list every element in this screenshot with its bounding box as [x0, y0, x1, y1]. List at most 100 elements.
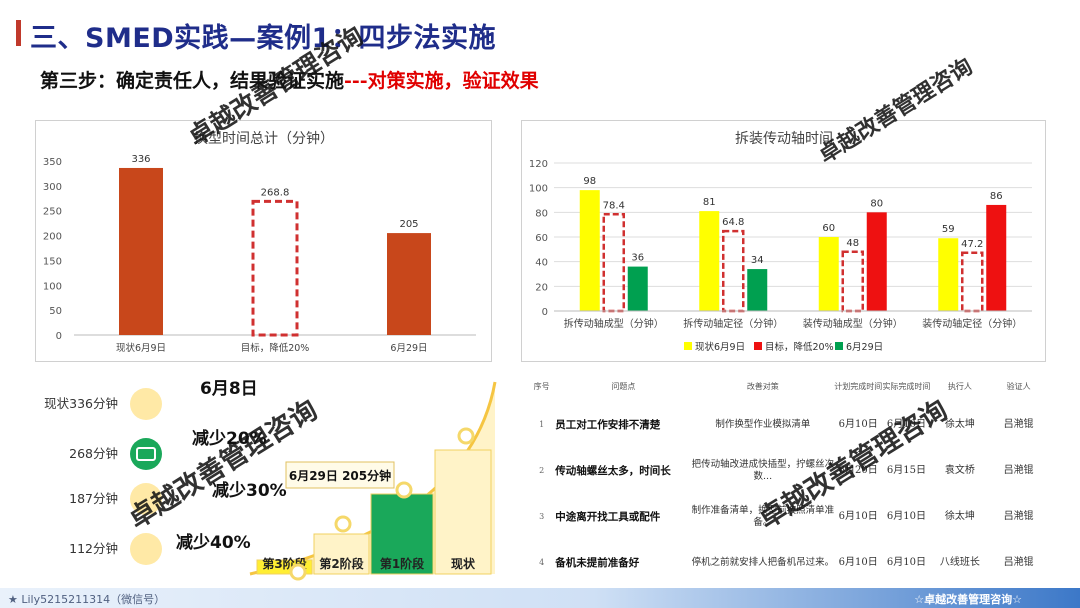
milestone-dot: [395, 481, 413, 499]
data-label: 48: [846, 238, 859, 249]
bar-target: [961, 251, 984, 313]
data-label: 336: [131, 154, 150, 165]
table-row: 2 传动轴螺丝太多，时间长 把传动轴改进成快插型，拧螺丝次数... 6月20日 …: [528, 448, 1048, 494]
bar: [699, 211, 720, 311]
y-tick-label: 120: [529, 159, 548, 170]
data-label: 59: [942, 224, 955, 235]
callout-result: 6月29日 205分钟: [289, 468, 391, 483]
row-problem: 传动轴螺丝太多，时间长: [555, 465, 671, 477]
bar: [866, 212, 887, 311]
data-label: 268.8: [261, 187, 290, 198]
level-label: 268分钟: [69, 446, 118, 461]
legend-swatch: [684, 342, 692, 350]
shaft-time-svg: 拆装传动轴时间 0 20 40 60 80 100 120 98 78.4 36 拆传动轴成型（分钟）…: [529, 131, 1032, 353]
table-row: 3 中途离开找工具或配件 制作准备清单，换型前按照清单准备。 6月10日 6月1…: [528, 494, 1048, 540]
level-label: 现状336分钟: [44, 396, 118, 411]
y-tick-label: 40: [535, 258, 548, 269]
row-verifier: 吕滟锟: [1003, 465, 1034, 476]
y-tick-label: 150: [43, 256, 62, 267]
data-label: 36: [631, 253, 644, 264]
legend-label: 目标，降低20%: [765, 341, 834, 353]
x-tick-label: 6月29日: [390, 343, 427, 354]
row-owner: 徐太坤: [944, 511, 975, 522]
battery-icon: [130, 438, 162, 470]
row-idx: 4: [539, 558, 545, 567]
data-label: 34: [751, 255, 764, 266]
row-owner: 徐太坤: [944, 419, 975, 430]
y-tick-label: 80: [535, 208, 548, 219]
x-tick-label: 拆传动轴成型（分钟）: [564, 317, 664, 330]
col-actual: 实际完成时间: [882, 382, 931, 391]
bar: [119, 167, 163, 335]
y-tick-label: 60: [535, 233, 548, 244]
improvement-staircase: 第3阶段 第2阶段 第1阶段 现状现状336分钟268分钟187分钟112分钟6月8日…: [44, 379, 497, 581]
level-icon: [130, 483, 162, 515]
chart-title: 拆装传动轴时间: [735, 131, 833, 147]
col-plan: 计划完成时间: [834, 382, 883, 391]
col-verifier: 验证人: [1006, 382, 1031, 391]
stage-label: 第2阶段: [319, 556, 364, 571]
row-plan: 6月10日: [838, 511, 878, 522]
stage-label: 第1阶段: [380, 556, 425, 571]
page-title: 三、SMED实践—案例1：四步法实施: [30, 23, 496, 54]
callout-box: [285, 461, 395, 489]
milestone-dot: [289, 563, 307, 581]
bar-target: [722, 229, 745, 313]
row-actual: 6月10日: [886, 419, 926, 430]
data-label: 81: [703, 197, 716, 208]
row-problem: 备机未提前准备好: [555, 557, 640, 569]
y-tick-label: 50: [49, 306, 62, 317]
stage-1: [370, 493, 434, 575]
row-plan: 6月10日: [838, 419, 878, 430]
row-idx: 3: [539, 512, 545, 521]
stage-2: [313, 533, 370, 575]
row-measure: 制作换型作业模拟清单: [715, 419, 811, 430]
page-subtitle: 第三步：确定责任人，结果验证实施---对策实施，验证效果: [40, 66, 539, 93]
footer-bar: ★ Lily5215211314（微信号） ☆卓越改善管理咨询☆: [0, 588, 1080, 608]
legend-swatch: [754, 342, 762, 350]
stairs-backdrop: [250, 382, 495, 574]
row-problem: 中途离开找工具或配件: [555, 511, 661, 523]
y-tick-label: 300: [43, 182, 62, 193]
y-tick-label: 0: [56, 331, 62, 342]
row-owner: 八线班长: [939, 557, 980, 568]
legend-label: 现状6月9日: [695, 341, 745, 353]
bar-target: [841, 250, 864, 313]
battery-outline: [136, 447, 156, 461]
row-measure: 制作准备清单，换型前按照清单准备。: [691, 505, 835, 528]
subtitle-step: 第三步：确定责任人，结果验证实施: [40, 70, 345, 92]
table-row: 4 备机未提前准备好 停机之前就安排人把备机吊过来。 6月10日 6月10日 八…: [528, 540, 1048, 586]
shaft-time-chart: 拆装传动轴时间 0 20 40 60 80 100 120 98 78.4 36 拆传动轴成型（分钟）…: [521, 120, 1046, 362]
row-actual: 6月10日: [886, 511, 926, 522]
bar: [986, 204, 1007, 311]
data-label: 80: [870, 198, 883, 209]
bar: [938, 238, 959, 311]
row-plan: 6月20日: [838, 465, 878, 476]
bar-target: [251, 199, 299, 337]
row-actual: 6月10日: [886, 557, 926, 568]
y-tick-label: 20: [535, 282, 548, 293]
subtitle-goal: ---对策实施，验证效果: [344, 70, 539, 92]
row-verifier: 吕滟锟: [1003, 511, 1034, 522]
y-tick-label: 100: [43, 281, 62, 292]
legend-label: 6月29日: [846, 342, 883, 353]
y-tick-label: 100: [529, 184, 548, 195]
changeover-total-svg: 换型时间总计（分钟） 0 50 100 150 200 250 300 350 336 现状6月9日…: [43, 130, 476, 354]
level-label: 112分钟: [69, 541, 118, 556]
action-plan-table: 序号 问题点 改善对策 计划完成时间 实际完成时间 执行人 验证人 1 员工对工…: [528, 372, 1048, 586]
y-tick-label: 250: [43, 207, 62, 218]
row-verifier: 吕滟锟: [1003, 557, 1034, 568]
data-label: 47.2: [961, 239, 983, 250]
bar: [579, 190, 600, 311]
callout-date: 6月8日: [200, 379, 258, 399]
x-tick-label: 装传动轴成型（分钟）: [803, 317, 903, 330]
bar-target: [602, 213, 625, 313]
row-measure: 停机之前就安排人把备机吊过来。: [691, 557, 835, 568]
col-problem: 问题点: [611, 382, 636, 391]
title-accent-bar: [16, 20, 21, 46]
callout-reduce-40: 减少40%: [176, 532, 251, 553]
x-tick-label: 装传动轴定径（分钟）: [922, 317, 1022, 330]
row-measure: 把传动轴改进成快插型，拧螺丝次数...: [691, 459, 835, 482]
bar: [747, 269, 768, 311]
table-row: 1 员工对工作安排不清楚 制作换型作业模拟清单 6月10日 6月10日 徐太坤 …: [528, 402, 1048, 448]
